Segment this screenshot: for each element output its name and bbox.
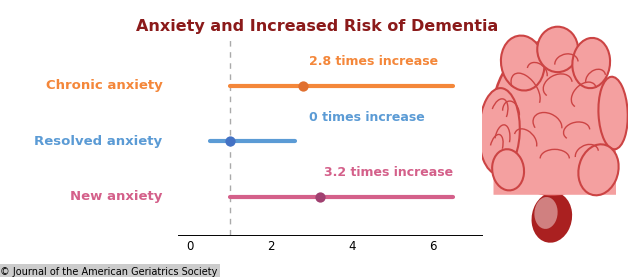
Text: Resolved anxiety: Resolved anxiety — [34, 135, 162, 148]
Ellipse shape — [492, 40, 612, 195]
Ellipse shape — [537, 27, 578, 72]
Ellipse shape — [578, 144, 619, 195]
Point — [298, 84, 308, 88]
Point — [225, 139, 235, 143]
Text: New anxiety: New anxiety — [70, 190, 162, 203]
FancyBboxPatch shape — [493, 149, 616, 195]
Ellipse shape — [598, 77, 628, 149]
Text: Chronic anxiety: Chronic anxiety — [46, 79, 162, 92]
Text: 2.8 times increase: 2.8 times increase — [309, 55, 439, 68]
Text: Anxiety and Increased Risk of Dementia: Anxiety and Increased Risk of Dementia — [136, 19, 498, 34]
Text: 0 times increase: 0 times increase — [309, 111, 425, 124]
Ellipse shape — [531, 192, 572, 243]
Text: © Journal of the American Geriatrics Society: © Journal of the American Geriatrics Soc… — [0, 267, 217, 277]
Text: 3.2 times increase: 3.2 times increase — [323, 166, 453, 179]
Ellipse shape — [479, 88, 520, 174]
Point — [314, 194, 325, 199]
Ellipse shape — [573, 38, 610, 88]
Ellipse shape — [534, 197, 558, 229]
Ellipse shape — [492, 149, 524, 190]
Ellipse shape — [501, 35, 545, 91]
